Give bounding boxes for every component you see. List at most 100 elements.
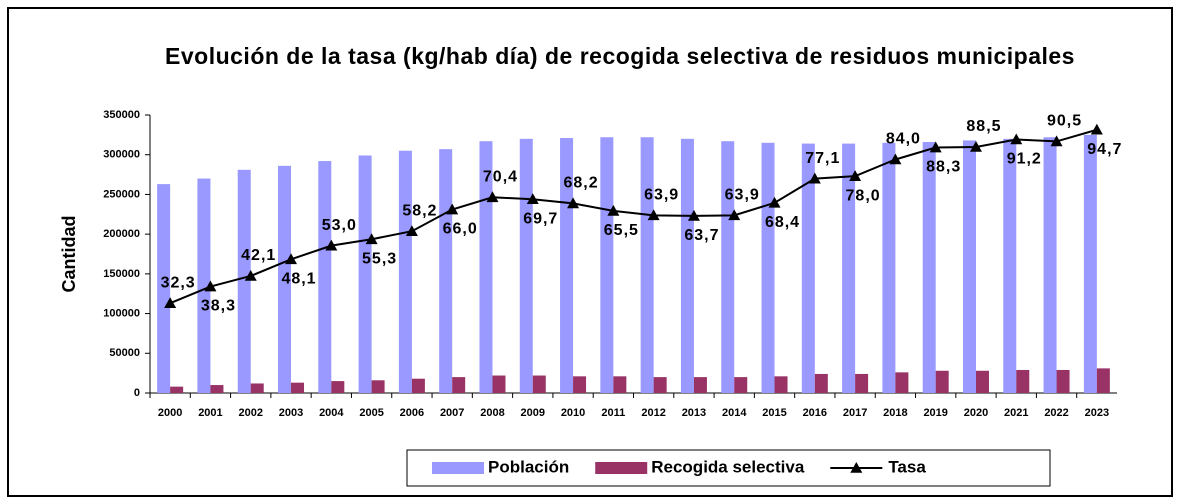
marker: [687, 209, 700, 221]
x-tick-label: 2008: [480, 407, 504, 419]
data-label: 48,1: [281, 271, 316, 288]
x-tick-label: 2001: [198, 407, 222, 419]
bar: [882, 142, 896, 393]
data-label: 63,9: [644, 187, 679, 204]
legend-box: [406, 449, 1051, 487]
y-tick-label: 150000: [103, 268, 140, 280]
marker: [526, 193, 539, 205]
x-tick-label: 2023: [1085, 407, 1109, 419]
bar: [291, 382, 305, 393]
bar: [1003, 138, 1017, 393]
bar: [170, 386, 184, 393]
marker: [486, 191, 499, 203]
y-axis-label: Cantidad: [59, 215, 79, 292]
data-label: 63,9: [725, 187, 760, 204]
x-tick-label: 2021: [1004, 407, 1028, 419]
x-tick-label: 2015: [762, 407, 786, 419]
data-label: 91,2: [1007, 151, 1042, 168]
bar: [693, 377, 707, 393]
bar: [573, 376, 587, 393]
y-tick-label: 0: [134, 387, 140, 399]
data-label: 65,5: [604, 222, 639, 239]
x-tick-label: 2010: [561, 407, 585, 419]
marker: [808, 172, 821, 184]
marker: [244, 269, 257, 281]
marker: [285, 253, 298, 265]
bar: [532, 375, 546, 393]
bar: [734, 377, 748, 393]
data-label: 58,2: [402, 202, 437, 219]
bar: [411, 378, 425, 393]
bar: [801, 143, 815, 393]
x-tick-label: 2013: [682, 407, 706, 419]
bar: [278, 165, 292, 393]
marker: [365, 233, 378, 245]
marker: [567, 197, 580, 209]
y-tick-label: 100000: [103, 307, 140, 319]
line: [169, 128, 1098, 305]
data-label: 88,3: [926, 159, 961, 176]
marker: [325, 239, 338, 251]
data-label: 68,4: [765, 214, 800, 231]
chart-border: [7, 7, 1173, 497]
marker: [929, 141, 942, 153]
bar: [1096, 368, 1110, 393]
bar: [519, 138, 533, 393]
data-label: 84,0: [886, 131, 921, 148]
bar: [600, 137, 614, 393]
x-tick-label: 2005: [359, 407, 383, 419]
marker: [405, 225, 418, 237]
bar: [237, 169, 251, 393]
bar: [975, 370, 989, 393]
data-label: 88,5: [966, 118, 1001, 135]
bar: [439, 149, 453, 393]
bar: [814, 373, 828, 393]
legend-label: Tasa: [888, 457, 926, 476]
bar: [895, 372, 909, 393]
data-label: 42,1: [241, 247, 276, 264]
bar: [774, 376, 788, 393]
x-tick-label: 2020: [964, 407, 988, 419]
x-tick-label: 2022: [1044, 407, 1068, 419]
bar: [210, 385, 224, 393]
data-label: 32,3: [161, 274, 196, 291]
marker: [969, 140, 982, 152]
bar: [331, 381, 345, 393]
bar: [157, 184, 171, 393]
legend-label: Recogida selectiva: [651, 457, 805, 476]
bar: [855, 373, 869, 393]
bar: [318, 161, 332, 393]
bar: [1043, 137, 1057, 393]
data-label: 94,7: [1087, 141, 1122, 158]
data-label: 70,4: [483, 169, 518, 186]
x-tick-label: 2003: [279, 407, 303, 419]
x-tick-label: 2006: [400, 407, 424, 419]
marker: [1010, 133, 1023, 145]
x-tick-label: 2000: [158, 407, 182, 419]
data-label: 78,0: [846, 187, 881, 204]
legend-label: Población: [488, 457, 569, 476]
y-tick-label: 300000: [103, 149, 140, 161]
bar: [1083, 134, 1097, 393]
data-label: 90,5: [1047, 113, 1082, 130]
legend-marker: [850, 462, 863, 473]
bar: [761, 142, 775, 393]
bar: [479, 141, 493, 393]
bar: [371, 380, 385, 393]
bar: [398, 150, 412, 393]
data-label: 68,2: [563, 175, 598, 192]
bar: [250, 383, 264, 393]
marker: [607, 204, 620, 216]
marker: [164, 297, 177, 309]
data-label: 38,3: [201, 298, 236, 315]
legend-swatch: [432, 462, 484, 474]
x-tick-label: 2016: [803, 407, 827, 419]
marker: [849, 170, 862, 181]
bar: [1016, 369, 1030, 393]
bar: [653, 377, 667, 393]
x-tick-label: 2004: [319, 407, 344, 419]
y-tick-label: 50000: [109, 347, 140, 359]
bar: [197, 178, 211, 393]
